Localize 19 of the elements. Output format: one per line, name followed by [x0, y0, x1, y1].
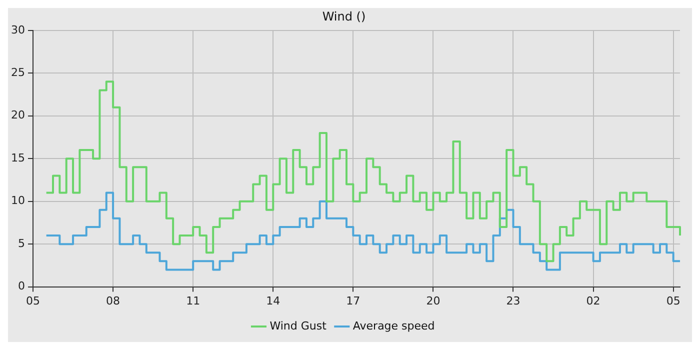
x-tick-label: 14 — [266, 294, 280, 308]
y-tick-label: 15 — [10, 151, 25, 164]
x-tick-label: 08 — [106, 294, 120, 308]
x-tick-label: 11 — [186, 294, 200, 308]
x-tick-label: 05 — [666, 294, 680, 308]
x-tick-label: 02 — [586, 294, 600, 308]
legend-label: Wind Gust — [270, 319, 328, 332]
x-tick-label: 23 — [506, 294, 520, 308]
y-tick-label: 0 — [18, 280, 25, 293]
y-tick-label: 30 — [10, 23, 25, 36]
x-tick-label: 20 — [426, 294, 440, 308]
legend-label: Average speed — [352, 319, 435, 332]
y-tick-label: 25 — [10, 66, 25, 79]
x-tick-label: 17 — [346, 294, 360, 308]
chart-title: Wind () — [322, 9, 366, 24]
y-tick-label: 5 — [18, 236, 25, 250]
y-tick-label: 20 — [10, 108, 25, 122]
x-tick-label: 05 — [26, 294, 40, 308]
y-tick-label: 10 — [10, 194, 25, 208]
